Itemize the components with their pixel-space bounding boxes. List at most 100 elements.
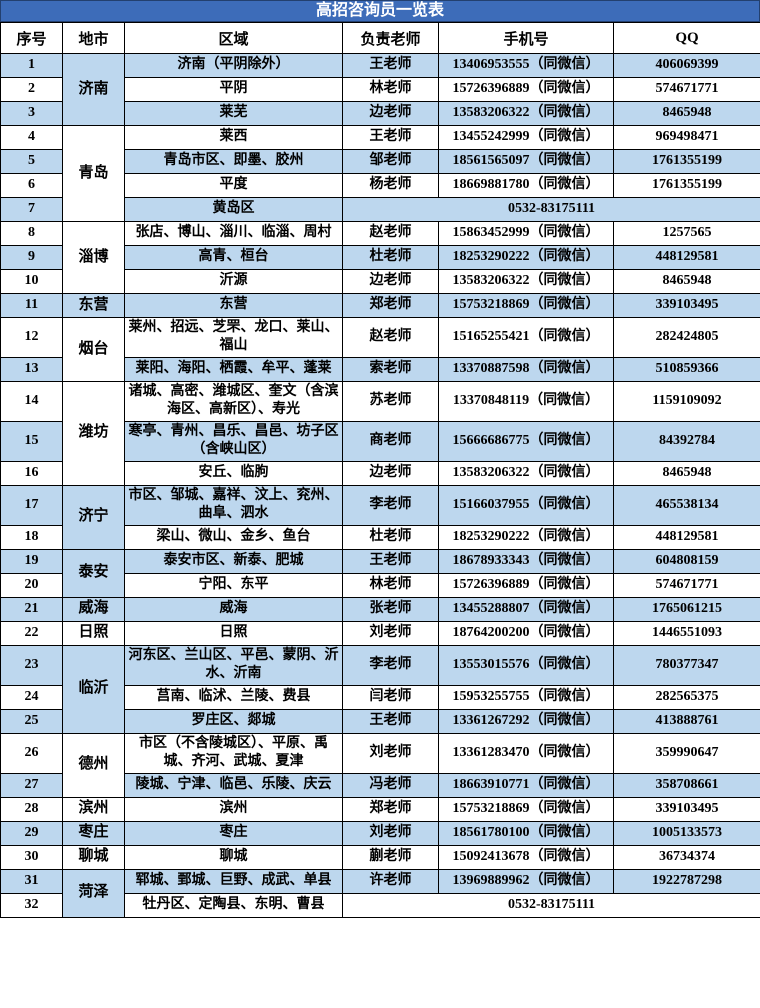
phone-cell: 15092413678（同微信） (438, 844, 614, 870)
sn-cell: 10 (0, 269, 63, 294)
region-cell: 东营 (124, 293, 343, 318)
phone-cell: 15726396889（同微信） (438, 572, 614, 598)
teacher-cell: 李老师 (342, 644, 439, 686)
teacher-cell: 王老师 (342, 125, 439, 150)
qq-cell: 1765061215 (613, 596, 760, 622)
region-cell: 枣庄 (124, 820, 343, 846)
phone-cell: 18253290222（同微信） (438, 245, 614, 270)
phone-cell: 18678933343（同微信） (438, 548, 614, 574)
table-row: 6 平度 杨老师 18669881780（同微信） 1761355199 (0, 173, 760, 198)
region-cell: 平度 (124, 173, 343, 198)
page-title: 高招咨询员一览表 (0, 0, 760, 22)
table-row: 23 临沂 河东区、兰山区、平邑、蒙阴、沂水、沂南 李老师 1355301557… (0, 644, 760, 734)
teacher-cell: 蒯老师 (342, 844, 439, 870)
sn-cell: 22 (0, 620, 63, 646)
teacher-cell: 索老师 (342, 356, 439, 382)
region-cell: 莱芜 (124, 101, 343, 126)
city-cell: 青岛 (62, 125, 125, 222)
phone-cell: 15753218869（同微信） (438, 796, 614, 822)
phone-cell: 13455242999（同微信） (438, 125, 614, 150)
sn-cell: 2 (0, 77, 63, 102)
region-cell: 沂源 (124, 269, 343, 294)
teacher-cell: 商老师 (342, 420, 439, 462)
region-cell: 莱州、招远、芝罘、龙口、莱山、福山 (124, 317, 343, 358)
consultant-table: 序号 地市 区域 负责老师 手机号 QQ 1 济南 济南（平阴除外） 王老师 1… (0, 22, 760, 918)
phone-cell: 13361283470（同微信） (438, 732, 614, 774)
region-cell: 市区、邹城、嘉祥、汶上、兖州、曲阜、泗水 (124, 484, 343, 526)
table-row: 30 聊城 聊城 蒯老师 15092413678（同微信） 36734374 (0, 844, 760, 870)
phone-cell: 15953255755（同微信） (438, 684, 614, 710)
teacher-cell: 杜老师 (342, 245, 439, 270)
sn-cell: 21 (0, 596, 63, 622)
sn-cell: 28 (0, 796, 63, 822)
region-cell: 梁山、微山、金乡、鱼台 (124, 524, 343, 550)
table-row: 32 牡丹区、定陶县、东明、曹县 0532-83175111 (0, 892, 760, 918)
city-cell: 临沂 (62, 644, 125, 734)
phone-cell: 15165255421（同微信） (438, 317, 614, 358)
phone-cell: 13553015576（同微信） (438, 644, 614, 686)
city-cell: 菏泽 (62, 868, 125, 918)
phone-cell: 13583206322（同微信） (438, 101, 614, 126)
sn-cell: 15 (0, 420, 63, 462)
region-cell: 日照 (124, 620, 343, 646)
qq-cell: 969498471 (613, 125, 760, 150)
phone-cell: 18561780100（同微信） (438, 820, 614, 846)
region-cell: 莱西 (124, 125, 343, 150)
table-row: 12 烟台 莱州、招远、芝罘、龙口、莱山、福山 赵老师 15165255421（… (0, 317, 760, 382)
col-header-teacher: 负责老师 (342, 22, 439, 54)
city-cell: 滨州 (62, 796, 125, 822)
teacher-cell: 刘老师 (342, 620, 439, 646)
table-row: 27 陵城、宁津、临邑、乐陵、庆云 冯老师 18663910771（同微信） 3… (0, 772, 760, 798)
region-cell: 宁阳、东平 (124, 572, 343, 598)
sn-cell: 5 (0, 149, 63, 174)
region-cell: 威海 (124, 596, 343, 622)
qq-cell: 574671771 (613, 572, 760, 598)
city-cell: 东营 (62, 293, 125, 318)
region-cell: 市区（不含陵城区）、平原、禹城、齐河、武城、夏津 (124, 732, 343, 774)
city-cell: 烟台 (62, 317, 125, 382)
region-cell: 青岛市区、即墨、胶州 (124, 149, 343, 174)
col-header-phone: 手机号 (438, 22, 614, 54)
qq-cell: 359990647 (613, 732, 760, 774)
sn-cell: 20 (0, 572, 63, 598)
phone-cell: 15753218869（同微信） (438, 293, 614, 318)
qq-cell: 8465948 (613, 101, 760, 126)
region-cell: 莒南、临沭、兰陵、费县 (124, 684, 343, 710)
city-cell: 淄博 (62, 221, 125, 294)
region-cell: 平阴 (124, 77, 343, 102)
region-cell: 河东区、兰山区、平邑、蒙阴、沂水、沂南 (124, 644, 343, 686)
city-cell: 泰安 (62, 548, 125, 598)
teacher-cell: 边老师 (342, 460, 439, 486)
sn-cell: 18 (0, 524, 63, 550)
table-row: 1 济南 济南（平阴除外） 王老师 13406953555（同微信） 40606… (0, 53, 760, 126)
qq-cell: 36734374 (613, 844, 760, 870)
sn-cell: 6 (0, 173, 63, 198)
region-cell: 诸城、高密、潍城区、奎文（含滨海区、高新区）、寿光 (124, 380, 343, 422)
qq-cell: 339103495 (613, 796, 760, 822)
phone-cell: 18561565097（同微信） (438, 149, 614, 174)
region-cell: 莱阳、海阳、栖霞、牟平、蓬莱 (124, 356, 343, 382)
sn-cell: 16 (0, 460, 63, 486)
qq-cell: 84392784 (613, 420, 760, 462)
table-row: 4 青岛 莱西 王老师 13455242999（同微信） 969498471 (0, 125, 760, 222)
region-cell: 济南（平阴除外） (124, 53, 343, 78)
consultant-sheet: 高招咨询员一览表 序号 地市 区域 负责老师 手机号 QQ 1 济南 济南（平阴… (0, 0, 760, 918)
sn-cell: 17 (0, 484, 63, 526)
phone-cell: 13370848119（同微信） (438, 380, 614, 422)
phone-cell: 15863452999（同微信） (438, 221, 614, 246)
sn-cell: 4 (0, 125, 63, 150)
phone-cell: 18669881780（同微信） (438, 173, 614, 198)
region-cell: 罗庄区、郯城 (124, 708, 343, 734)
sn-cell: 8 (0, 221, 63, 246)
region-cell: 陵城、宁津、临邑、乐陵、庆云 (124, 772, 343, 798)
phone-cell: 13406953555（同微信） (438, 53, 614, 78)
region-cell: 滨州 (124, 796, 343, 822)
col-header-city: 地市 (62, 22, 125, 54)
city-cell: 济宁 (62, 484, 125, 550)
teacher-cell: 边老师 (342, 269, 439, 294)
teacher-cell: 赵老师 (342, 317, 439, 358)
table-row: 15 寒亭、青州、昌乐、昌邑、坊子区（含峡山区） 商老师 15666686775… (0, 420, 760, 462)
sn-cell: 26 (0, 732, 63, 774)
sn-cell: 32 (0, 892, 63, 918)
qq-cell: 1257565 (613, 221, 760, 246)
